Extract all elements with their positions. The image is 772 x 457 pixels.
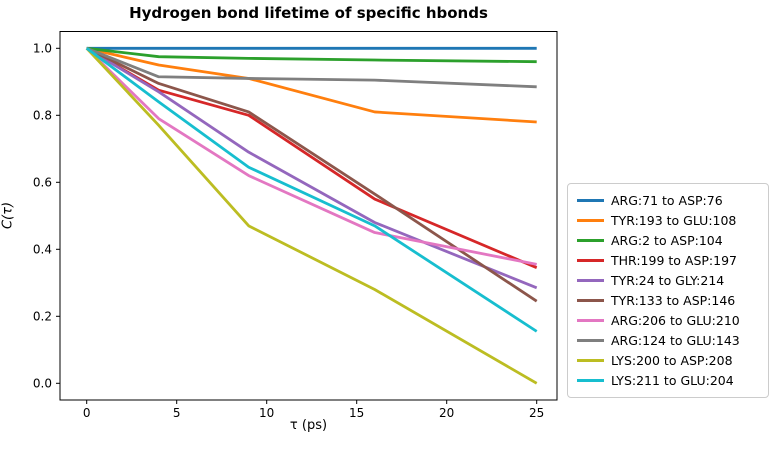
legend-item: ARG:206 to GLU:210 [577, 313, 759, 328]
x-tick-label: 5 [173, 406, 181, 420]
y-tick-label: 0.0 [33, 376, 52, 390]
legend-line-swatch [577, 299, 604, 303]
legend-label: ARG:2 to ASP:104 [611, 232, 723, 248]
y-axis-label: C(τ) [0, 201, 16, 230]
x-axis-label: τ (ps) [289, 418, 328, 433]
legend-item: TYR:133 to ASP:146 [577, 293, 759, 308]
legend-line-swatch [577, 379, 604, 383]
y-tick-label: 0.8 [33, 108, 52, 122]
x-tick-label: 0 [83, 406, 91, 420]
x-tick-label: 15 [349, 406, 364, 420]
series-line-arg-206-to-glu-210 [85, 47, 537, 266]
x-tick-label: 25 [529, 406, 544, 420]
x-tick-label: 20 [439, 406, 454, 420]
legend-line-swatch [577, 198, 604, 202]
legend: ARG:71 to ASP:76 TYR:193 to GLU:108 ARG:2 … [567, 183, 769, 398]
legend-label: TYR:193 to GLU:108 [611, 212, 737, 228]
legend-item: LYS:200 to ASP:208 [577, 353, 759, 368]
legend-item: LYS:211 to GLU:204 [577, 373, 759, 388]
legend-label: ARG:124 to GLU:143 [611, 333, 740, 349]
legend-label: TYR:24 to GLY:214 [611, 272, 725, 288]
chart-title: Hydrogen bond lifetime of specific hbond… [129, 4, 488, 22]
x-tick-label: 10 [259, 406, 274, 420]
legend-item: ARG:124 to GLU:143 [577, 333, 759, 348]
series-line-arg-124-to-glu-143 [86, 46, 537, 89]
series-line-lys-200-to-asp-208 [85, 47, 538, 385]
y-tick-label: 0.6 [33, 175, 52, 189]
legend-label: THR:199 to ASP:197 [611, 252, 737, 268]
y-tick-label: 1.0 [33, 41, 52, 55]
legend-line-swatch [577, 359, 604, 363]
y-tick-label: 0.2 [33, 309, 52, 323]
legend-line-swatch [577, 258, 604, 262]
legend-line-swatch [577, 278, 604, 282]
legend-line-swatch [577, 218, 604, 222]
legend-line-swatch [577, 238, 604, 242]
legend-item: ARG:71 to ASP:76 [577, 193, 759, 208]
legend-item: THR:199 to ASP:197 [577, 253, 759, 268]
legend-line-swatch [577, 319, 604, 323]
series-line-tyr-133-to-asp-146 [86, 47, 538, 303]
legend-label: TYR:133 to ASP:146 [611, 293, 736, 309]
legend-label: LYS:200 to ASP:208 [611, 353, 733, 369]
series-line-lys-211-to-glu-204 [85, 47, 538, 333]
legend-label: ARG:206 to GLU:210 [611, 313, 740, 329]
legend-item: TYR:24 to GLY:214 [577, 273, 759, 288]
legend-label: LYS:211 to GLU:204 [611, 373, 734, 389]
legend-label: ARG:71 to ASP:76 [611, 192, 723, 208]
legend-item: ARG:2 to ASP:104 [577, 233, 759, 248]
legend-line-swatch [577, 339, 604, 343]
series-line-arg-2-to-asp-104 [86, 46, 537, 64]
legend-item: TYR:193 to GLU:108 [577, 213, 759, 228]
axes-frame [59, 31, 558, 401]
y-tick-label: 0.4 [33, 242, 52, 256]
